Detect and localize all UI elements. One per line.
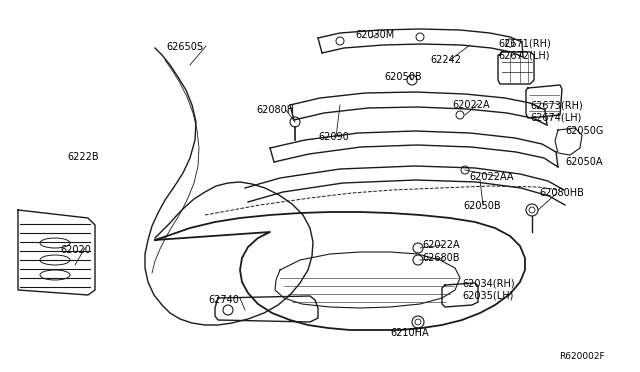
Text: 62022A: 62022A [452,100,490,110]
Text: 62022A: 62022A [422,240,460,250]
Text: 62080HB: 62080HB [539,188,584,198]
Text: 62034(RH): 62034(RH) [462,278,515,288]
Text: 62090: 62090 [318,132,349,142]
Text: 62050A: 62050A [565,157,602,167]
Text: 62680B: 62680B [422,253,460,263]
Text: 62650S: 62650S [166,42,203,52]
Text: 62030M: 62030M [355,30,394,40]
Text: 62740: 62740 [208,295,239,305]
Text: 62080H: 62080H [256,105,294,115]
Text: 62673(RH): 62673(RH) [530,100,583,110]
Text: 62020: 62020 [60,245,91,255]
Text: 62672(LH): 62672(LH) [498,50,550,60]
Text: 62050B: 62050B [463,201,500,211]
Text: 62674(LH): 62674(LH) [530,112,581,122]
Text: 62050B: 62050B [384,72,422,82]
Text: 62035(LH): 62035(LH) [462,290,513,300]
Text: 62242: 62242 [430,55,461,65]
Text: 62050G: 62050G [565,126,604,136]
Text: 62671(RH): 62671(RH) [498,38,551,48]
Text: 6210HA: 6210HA [390,328,429,338]
Text: R620002F: R620002F [559,352,605,361]
Text: 62022AA: 62022AA [469,172,513,182]
Text: 6222B: 6222B [67,152,99,162]
